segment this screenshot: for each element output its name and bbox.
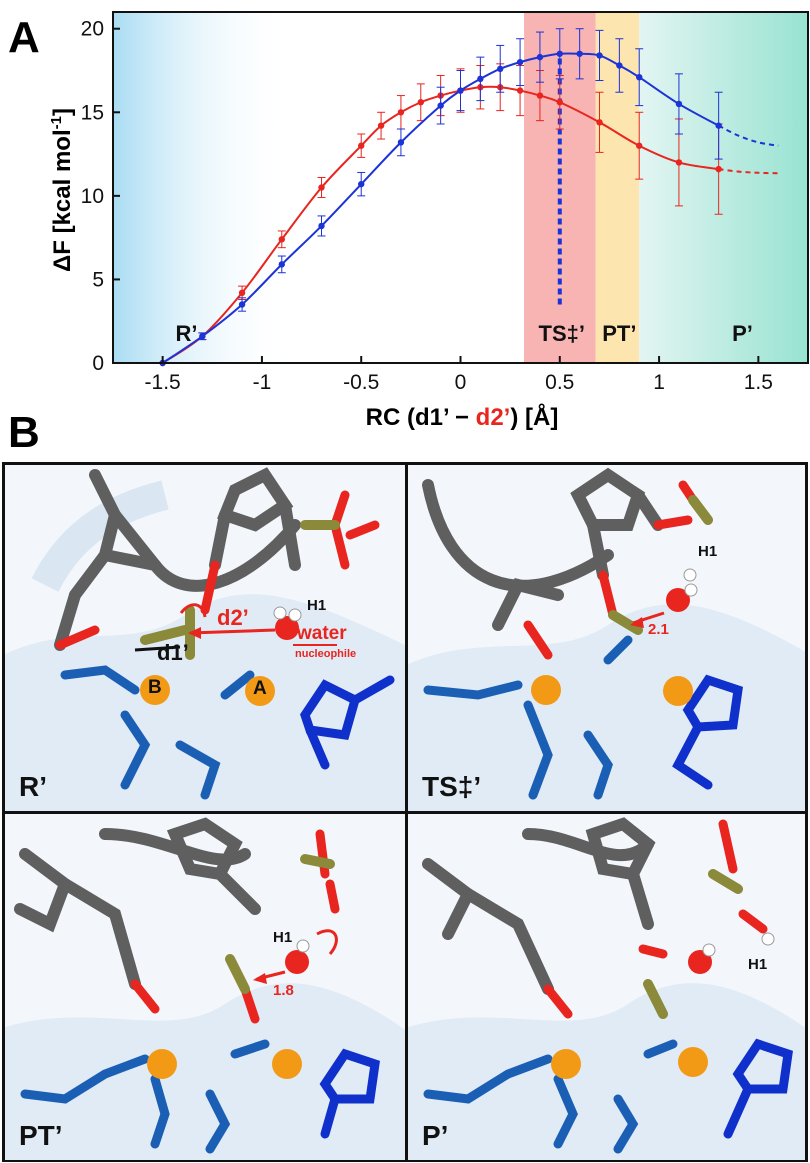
data-point	[457, 87, 464, 94]
data-point	[596, 119, 603, 126]
data-point	[278, 236, 285, 243]
r-h1-label: H1	[307, 597, 327, 614]
molecule-drawing-r	[5, 465, 405, 811]
pt-h1-label: H1	[273, 929, 293, 946]
molecule-drawing-ts	[408, 465, 805, 811]
data-point	[675, 100, 683, 108]
data-point	[377, 122, 385, 129]
snapshot-ts: H1 2.1 TS‡’	[408, 465, 805, 811]
data-point	[397, 139, 405, 146]
x-tick-label: -0.5	[343, 371, 379, 394]
water-label: water	[297, 623, 347, 644]
region-label: TS‡’	[539, 321, 585, 346]
data-point	[675, 159, 683, 166]
data-point	[715, 122, 722, 129]
snapshot-label-r: R’	[19, 771, 47, 802]
nucleophile-label: nucleophile	[295, 648, 357, 660]
region-band	[639, 12, 808, 363]
data-point	[536, 92, 544, 99]
snapshot-r: d2’ d1’ H1 water nucleophile B A R’	[5, 465, 405, 811]
site-a-label: A	[253, 678, 267, 699]
site-b-label: B	[148, 677, 162, 698]
ts-distance-label: 2.1	[648, 621, 669, 638]
plot-area: R’ TS‡’ PT’ P’	[113, 12, 808, 367]
data-point	[636, 142, 643, 149]
panel-a-letter: A	[8, 13, 40, 62]
region-band	[595, 12, 640, 363]
data-point	[715, 165, 722, 173]
data-point	[516, 87, 524, 94]
x-tick-label: 1.5	[744, 371, 773, 394]
region-label: PT’	[602, 321, 636, 346]
data-point	[238, 301, 246, 308]
y-tick-label: 5	[92, 268, 104, 291]
snapshot-label-p: P’	[422, 1120, 449, 1151]
snapshot-label-ts: TS‡’	[422, 771, 482, 802]
data-point	[596, 52, 603, 59]
data-point	[199, 333, 206, 340]
data-point	[318, 184, 325, 191]
ts-h1-label: H1	[698, 543, 718, 560]
y-axis-label: ΔF [kcal mol-1]	[48, 108, 76, 272]
data-point	[636, 73, 643, 81]
p-h1-label: H1	[748, 956, 768, 973]
snapshot-pt: H1 1.8 PT’	[5, 814, 405, 1160]
data-point	[497, 65, 504, 73]
pt-distance-label: 1.8	[273, 982, 294, 999]
x-axis-label: RC (d1’ − d2’) [Å]	[366, 403, 559, 431]
snapshot-label-pt: PT’	[19, 1120, 63, 1151]
axes: -1.5 -1 -0.5 0 0.5 1 1.5 0 5 10 15 20	[81, 11, 809, 394]
data-point	[278, 261, 285, 268]
y-tick-label: 20	[81, 18, 104, 41]
data-point	[318, 222, 325, 230]
data-point	[477, 75, 484, 83]
data-point	[576, 50, 583, 57]
snapshot-grid: d2’ d1’ H1 water nucleophile B A R’	[2, 462, 808, 1162]
data-point	[516, 58, 524, 66]
y-tick-label: 0	[92, 352, 104, 375]
region-band	[113, 12, 292, 363]
x-tick-label: 0	[455, 371, 467, 394]
x-tick-label: -1.5	[145, 371, 181, 394]
data-point	[556, 99, 563, 106]
region-label: R’	[175, 321, 197, 346]
data-point	[556, 50, 563, 57]
data-point	[616, 62, 623, 69]
y-tick-label: 10	[81, 185, 104, 208]
x-tick-label: 1	[653, 371, 665, 394]
x-tick-label: -1	[253, 371, 272, 394]
series-extrapolation	[718, 168, 779, 175]
d2-label: d2’	[217, 605, 249, 630]
series-1	[159, 28, 779, 367]
panel-b-letter: B	[8, 408, 40, 457]
d1-label: d1’	[157, 640, 189, 665]
y-tick-label: 15	[81, 101, 104, 124]
data-point	[358, 142, 365, 149]
data-point	[417, 99, 424, 106]
data-point	[238, 289, 246, 296]
data-point	[397, 109, 405, 116]
data-point	[358, 180, 365, 188]
data-point	[437, 102, 444, 109]
region-label: P’	[732, 321, 753, 346]
snapshot-p: H1 P’	[408, 814, 805, 1160]
free-energy-chart: A R’ TS‡’ PT’ P’ -1.5 -1 -0.5 0 0.5 1 1.5 0 5 10 15 20…	[8, 11, 809, 431]
molecule-drawing-pt	[5, 814, 405, 1160]
molecule-drawing-p	[408, 814, 805, 1160]
series-extrapolation	[718, 124, 779, 147]
x-tick-label: 0.5	[545, 371, 574, 394]
data-point	[536, 53, 544, 61]
